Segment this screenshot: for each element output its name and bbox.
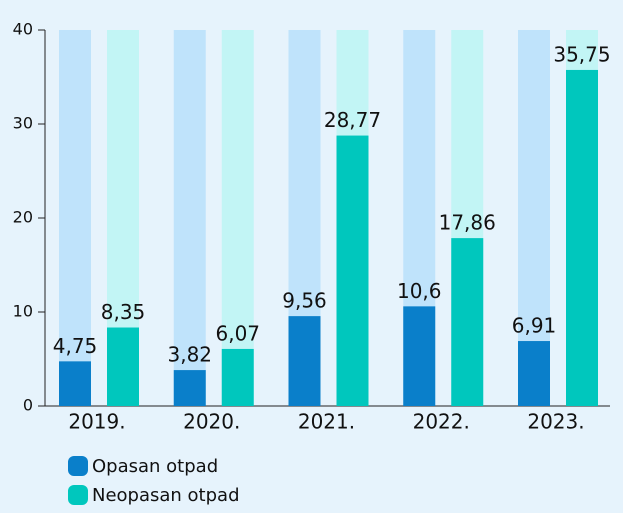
value-label: 9,56	[282, 289, 327, 313]
bar	[221, 348, 254, 406]
y-tick-label: 0	[23, 396, 33, 415]
bar	[336, 135, 369, 406]
x-tick-label: 2019.	[68, 410, 125, 434]
y-tick-label: 10	[13, 302, 33, 321]
value-label: 6,07	[215, 321, 260, 345]
value-label: 10,6	[397, 279, 442, 303]
x-tick-label: 2020.	[183, 410, 240, 434]
legend-label: Opasan otpad	[92, 456, 218, 477]
bar-track	[221, 30, 254, 406]
bar	[288, 316, 321, 406]
bar	[566, 69, 598, 406]
bar-track	[173, 30, 206, 406]
value-label: 4,75	[53, 334, 98, 358]
legend-swatch	[68, 485, 88, 505]
bar	[59, 361, 91, 406]
bar	[173, 370, 206, 406]
value-label: 28,77	[324, 108, 381, 132]
y-tick-label: 30	[13, 114, 33, 133]
bar	[403, 306, 436, 406]
bar	[518, 341, 550, 406]
x-tick-label: 2022.	[413, 410, 470, 434]
value-label: 8,35	[101, 300, 146, 324]
x-tick-label: 2023.	[527, 410, 584, 434]
bar-track	[59, 30, 91, 406]
bar	[451, 238, 484, 406]
y-tick-label: 40	[13, 20, 33, 39]
value-label: 17,86	[439, 211, 496, 235]
value-label: 6,91	[512, 314, 557, 338]
legend-label: Neopasan otpad	[92, 485, 240, 506]
x-tick-label: 2021.	[298, 410, 355, 434]
y-tick-label: 20	[13, 208, 33, 227]
value-label: 35,75	[553, 42, 610, 66]
value-label: 3,82	[167, 343, 212, 367]
legend-swatch	[68, 456, 88, 476]
bar	[107, 327, 139, 406]
